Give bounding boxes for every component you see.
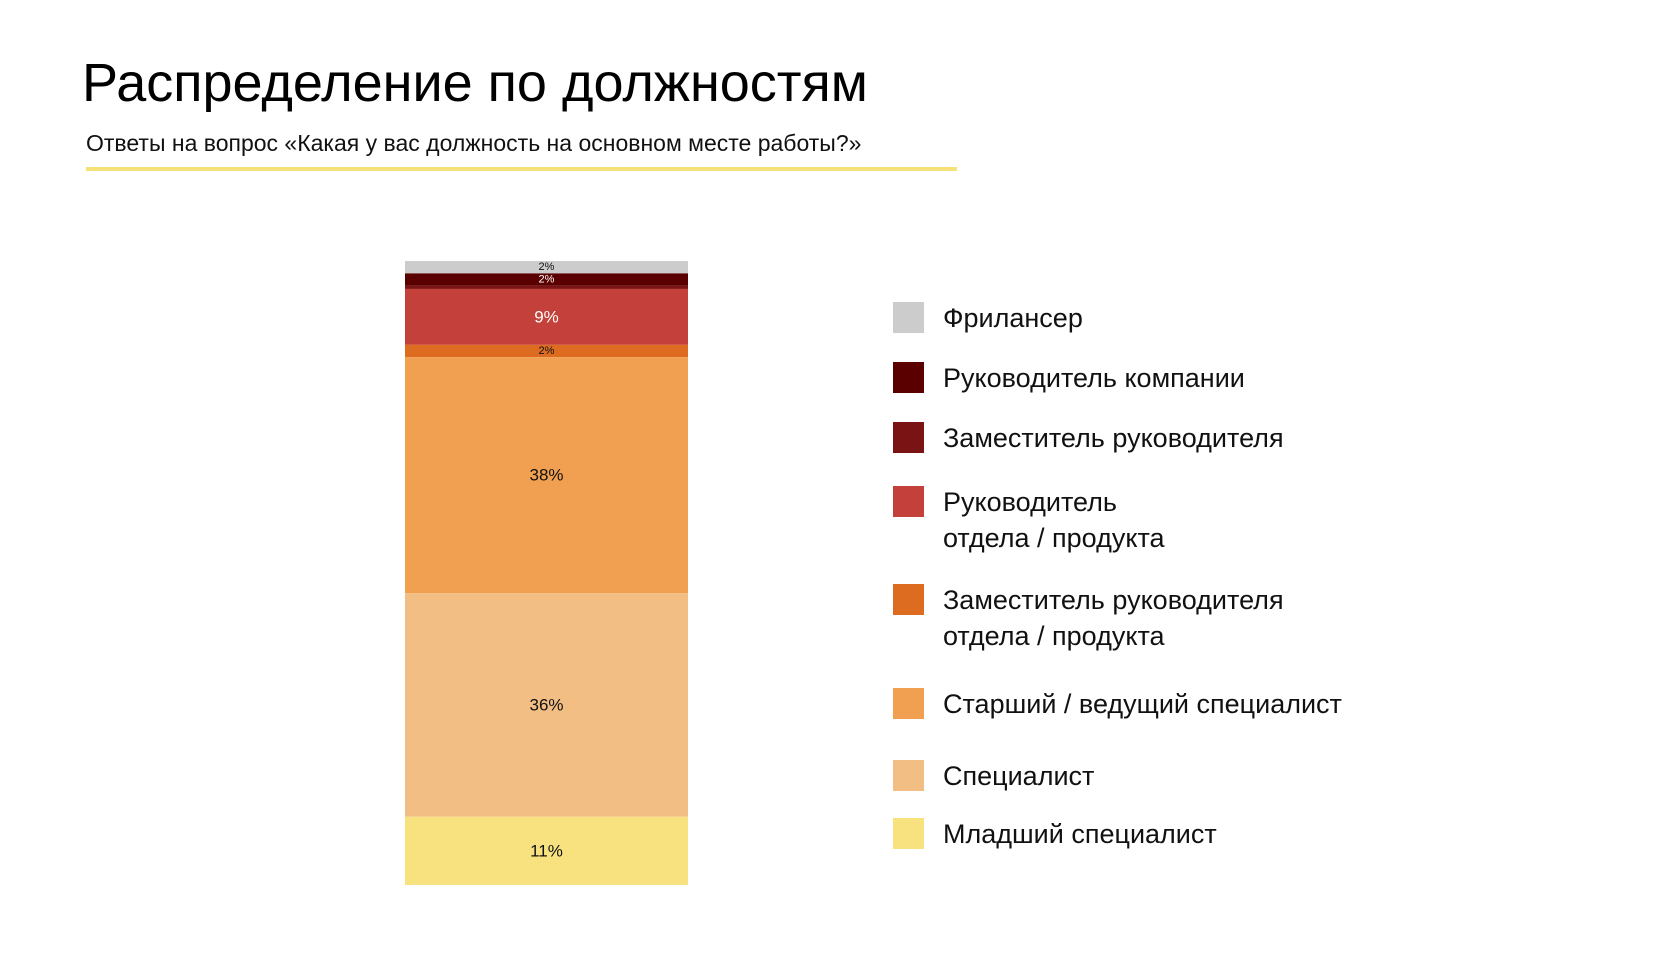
legend-swatch <box>893 302 924 333</box>
legend-swatch <box>893 760 924 791</box>
legend-label: Заместитель руководителя <box>943 423 1284 453</box>
legend-swatch <box>893 818 924 849</box>
legend-label: Младший специалист <box>943 819 1217 849</box>
legend-swatch <box>893 688 924 719</box>
data-label: 38% <box>529 466 563 485</box>
legend-label: Старший / ведущий специалист <box>943 689 1342 719</box>
data-label: 11% <box>530 841 563 860</box>
bar-segment <box>405 344 688 358</box>
legend-label: Специалист <box>943 761 1095 791</box>
bar-segment <box>405 273 688 286</box>
chart-title: Распределение по должностям <box>82 53 868 113</box>
bar-segment <box>405 593 688 817</box>
data-label: 2% <box>539 345 555 357</box>
legend-swatch <box>893 584 924 615</box>
legend-label: Руководитель отдела / продукта <box>943 487 1165 553</box>
legend-swatch <box>893 422 924 453</box>
bar-segment <box>405 261 688 274</box>
subtitle-underline <box>86 167 957 171</box>
bar-segment <box>405 285 688 289</box>
data-label: 2% <box>539 274 555 286</box>
bar-segment <box>405 357 688 594</box>
legend-label: Фрилансер <box>943 303 1083 333</box>
chart-subtitle: Ответы на вопрос «Какая у вас должность … <box>86 130 862 156</box>
legend-label: Заместитель руководителя отдела / продук… <box>943 585 1284 651</box>
data-label: 2% <box>539 261 555 273</box>
legend-swatch <box>893 486 924 517</box>
legend-swatch <box>893 362 924 393</box>
legend-label: Руководитель компании <box>943 363 1245 393</box>
bar-segment <box>405 816 688 885</box>
data-label: 9% <box>534 307 559 326</box>
bar-segment <box>405 288 688 345</box>
data-label: 36% <box>529 695 563 714</box>
